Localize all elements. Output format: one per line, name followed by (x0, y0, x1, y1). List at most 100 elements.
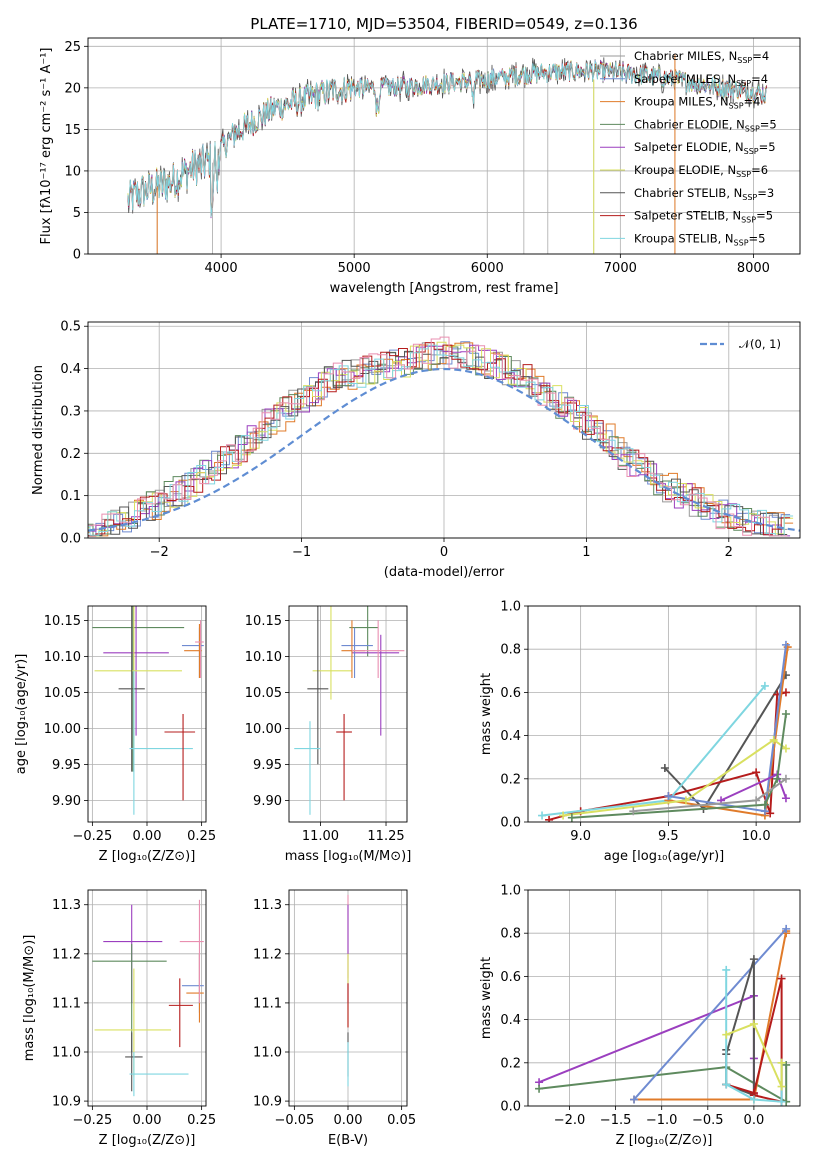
y-tick-label: 10.15 (44, 614, 81, 629)
x-tick-label: 11.25 (367, 829, 404, 844)
weight-marker (559, 811, 568, 820)
spectrum-line (127, 59, 768, 217)
x-tick-label: 0.00 (133, 829, 162, 844)
y-tick-label: 0.6 (500, 686, 521, 701)
x-tick-label: −0.25 (72, 1113, 112, 1128)
x-axis-label: mass [log₁₀(M/M⊙)] (285, 849, 412, 864)
y-tick-label: 11.3 (253, 898, 282, 913)
weight-marker (749, 955, 758, 964)
weight-marker (535, 1084, 544, 1093)
x-tick-label: −0.5 (692, 1113, 724, 1128)
histogram-step (88, 346, 788, 537)
weight-marker (567, 813, 576, 822)
errorbar-point (195, 620, 204, 678)
x-axis-label: Z [log₁₀(Z/Z⊙)] (616, 1133, 713, 1148)
axes-age_vs_mass: 11.00 11.25 9.90 9.95 10.00 10.05 10.10 10.15 ma… (245, 605, 412, 864)
axes-mass_vs_Z: −0.25 0.00 0.25 10.9 11.0 11.1 11.2 11.3 Z [log₁… (22, 889, 216, 1148)
errorbar-point (294, 721, 321, 815)
x-tick-label: −2.0 (554, 1113, 586, 1128)
x-tick-label: −2 (150, 545, 169, 560)
axes-frame (87, 321, 801, 539)
axes-mass_vs_EBV: −0.05 0.00 0.05 10.9 11.0 11.1 11.2 11.3 E(B-V) (253, 889, 416, 1148)
axes-frame (527, 889, 801, 1107)
weight-marker (722, 1030, 731, 1039)
y-tick-label: 10.9 (52, 1095, 81, 1110)
x-tick-label: 11.00 (302, 829, 339, 844)
errorbar-point (351, 620, 405, 678)
axes-frame (87, 889, 207, 1107)
errorbar-point (129, 1052, 189, 1097)
x-axis-label: Z [log₁₀(Z/Z⊙)] (99, 1133, 196, 1148)
y-tick-label: 10.05 (44, 686, 81, 701)
errorbar-point (129, 670, 193, 815)
y-tick-label: 0.4 (500, 1013, 521, 1028)
x-axis-label: age [log₁₀(age/yr)] (604, 849, 725, 864)
y-tick-label: 10 (64, 164, 81, 179)
weight-marker (760, 800, 769, 809)
x-tick-label: 1 (582, 545, 590, 560)
y-tick-label: 20 (64, 81, 81, 96)
y-tick-label: 11.0 (52, 1046, 81, 1061)
y-axis-label: Flux [fλ10⁻¹⁷ erg cm⁻² s⁻¹ A⁻¹] (39, 48, 54, 245)
axes-mass_weight_vs_age: 9.0 9.5 10.0 0.0 0.2 0.4 0.6 0.8 1.0 age [log₁₀(a… (479, 600, 801, 864)
x-tick-label: 9.0 (570, 829, 591, 844)
y-tick-label: 25 (64, 40, 81, 55)
histogram-step (88, 344, 791, 537)
weight-marker (722, 965, 731, 974)
legend-label: Chabrier ELODIE, NSSP=5 (634, 117, 777, 133)
axes-spectrum: 4000 5000 6000 7000 8000 0 5 10 15 20 25 wavelength… (39, 15, 801, 296)
y-tick-label: 9.90 (253, 794, 282, 809)
weight-marker (777, 1058, 786, 1067)
y-tick-label: 10.00 (245, 722, 282, 737)
axes-residuals: −2 −1 0 1 2 0.0 0.1 0.2 0.3 0.4 0.5 (data-model)/er… (31, 320, 801, 580)
y-tick-label: 0.2 (60, 447, 81, 462)
y-tick-label: 1.0 (500, 884, 521, 899)
weight-marker (766, 809, 775, 818)
y-tick-label: 0.1 (60, 489, 81, 504)
y-tick-label: 10.10 (245, 650, 282, 665)
axes-frame (527, 605, 801, 823)
y-tick-label: 0.0 (500, 816, 521, 831)
weight-marker (781, 710, 790, 718)
weight-marker (681, 796, 690, 805)
y-axis-label: mass weight (479, 957, 494, 1039)
legend-label: 𝒩(0, 1) (739, 337, 781, 351)
x-tick-label: −0.25 (72, 829, 112, 844)
y-tick-label: 0.4 (500, 729, 521, 744)
weight-marker (777, 974, 786, 983)
errorbar-series (294, 606, 405, 815)
axes-frame (87, 605, 207, 823)
weight-line (571, 713, 787, 819)
y-axis-label: Normed distribution (31, 365, 46, 495)
y-tick-label: 9.90 (52, 794, 81, 809)
legend-label: Chabrier MILES, NSSP=4 (634, 49, 769, 65)
errorbar-point (307, 606, 329, 765)
x-tick-label: 6000 (471, 261, 504, 276)
errorbar-point (184, 624, 202, 678)
errorbar-point (164, 714, 196, 801)
weight-series (538, 640, 792, 822)
legend-label: Salpeter STELIB, NSSP=5 (634, 209, 773, 225)
x-axis-label: E(B-V) (328, 1133, 368, 1148)
y-tick-label: 0.0 (500, 1100, 521, 1115)
errorbar-series (92, 899, 204, 1097)
y-tick-label: 11.0 (253, 1046, 282, 1061)
axes-frame (288, 889, 408, 1107)
errorbar-point (312, 606, 352, 700)
y-tick-label: 0.5 (60, 320, 81, 335)
errorbar-series (92, 606, 204, 815)
spectrum-legend: Chabrier MILES, NSSP=4 Salpeter MILES, NS… (600, 49, 777, 247)
y-tick-label: 10.9 (253, 1095, 282, 1110)
weight-marker (760, 681, 769, 690)
y-tick-label: 10.05 (245, 686, 282, 701)
weight-marker (538, 811, 547, 820)
legend-label: Chabrier STELIB, NSSP=3 (634, 186, 774, 202)
x-axis-label: wavelength [Angstrom, rest frame] (330, 281, 559, 296)
axes-age_vs_Z: −0.25 0.00 0.25 9.90 9.95 10.00 10.05 10.10 10.1… (14, 605, 216, 864)
errorbar-point (341, 627, 373, 678)
x-tick-label: 0.25 (187, 829, 216, 844)
y-tick-label: 10.15 (245, 614, 282, 629)
histogram-series (88, 336, 800, 537)
x-tick-label: 10.0 (742, 829, 771, 844)
